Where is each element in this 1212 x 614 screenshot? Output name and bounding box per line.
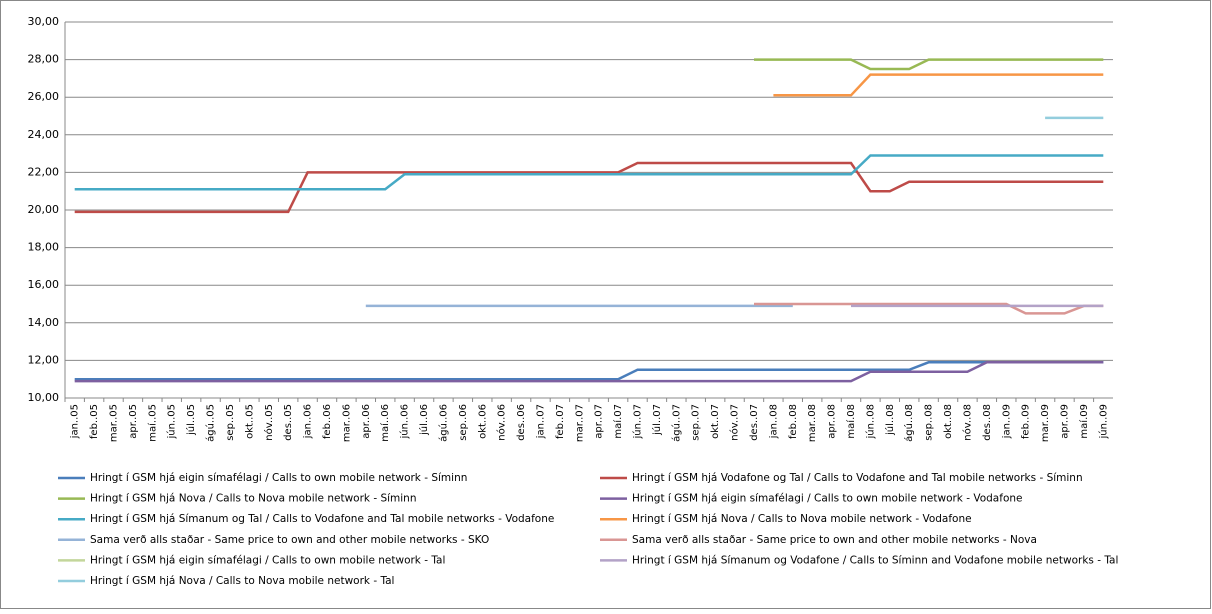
x-tick-label: maí.09	[1078, 404, 1090, 439]
x-tick-label: apr..07	[594, 404, 605, 439]
legend-label: Hringt í GSM hjá Nova / Calls to Nova mo…	[90, 493, 416, 505]
x-tick-label: apr..05	[128, 404, 139, 439]
legend-label: Sama verð alls staðar - Same price to ow…	[90, 534, 489, 546]
y-tick-label: 14,00	[28, 316, 60, 329]
y-tick-label: 10,00	[28, 391, 60, 404]
x-tick-label: maí.08	[845, 404, 857, 439]
x-tick-label: nóv..05	[263, 404, 275, 441]
y-tick-label: 24,00	[28, 128, 60, 141]
y-tick-label: 26,00	[28, 90, 60, 103]
x-tick-label: apr..08	[827, 404, 838, 439]
x-tick-label: sep..06	[458, 404, 469, 441]
x-tick-label: jún..06	[399, 404, 411, 440]
x-tick-label: feb..05	[89, 404, 100, 439]
x-tick-label: mar..05	[109, 404, 120, 442]
y-tick-label: 28,00	[28, 53, 60, 66]
x-tick-label: des..05	[283, 404, 294, 441]
legend-label: Hringt í GSM hjá Nova / Calls to Nova mo…	[632, 513, 972, 525]
legend-label: Hringt í GSM hjá Nova / Calls to Nova mo…	[90, 575, 394, 587]
x-tick-label: okt..05	[244, 404, 255, 439]
series-line	[754, 58, 1104, 71]
y-tick-label: 20,00	[28, 203, 60, 216]
x-tick-label: jún..08	[864, 404, 876, 440]
series-line	[74, 161, 1104, 214]
x-tick-label: jan..09	[1001, 404, 1012, 439]
x-tick-label: feb..08	[788, 404, 799, 439]
x-tick-label: feb..06	[322, 404, 333, 439]
x-tick-label: des..07	[749, 404, 760, 441]
x-tick-label: mar..07	[574, 404, 585, 442]
x-tick-label: jan..08	[768, 404, 779, 439]
series-line	[754, 302, 1104, 315]
x-tick-label: jan..07	[535, 404, 546, 439]
y-tick-label: 30,00	[28, 15, 60, 28]
legend-label: Hringt í GSM hjá eigin símafélagi / Call…	[90, 472, 467, 484]
x-tick-label: mar..06	[341, 404, 352, 442]
x-tick-label: maí..05	[146, 404, 158, 442]
series-line	[773, 73, 1104, 97]
y-tick-label: 16,00	[28, 278, 60, 291]
x-tick-label: jún..09	[1097, 404, 1109, 440]
x-tick-label: maí..06	[379, 404, 391, 442]
x-tick-label: jún..05	[166, 404, 178, 440]
x-tick-label: jan..05	[70, 404, 81, 439]
x-tick-label: júl..08	[884, 404, 896, 436]
x-tick-label: mar..08	[807, 404, 818, 442]
x-tick-label: júl..06	[418, 404, 430, 436]
series-line	[74, 361, 1104, 381]
series-line	[74, 361, 1104, 383]
series-line	[74, 154, 1104, 191]
legend-label: Hringt í GSM hjá eigin símafélagi / Call…	[632, 493, 1022, 505]
x-tick-label: des..08	[982, 404, 993, 441]
x-tick-label: des..06	[516, 404, 527, 441]
legend-label: Hringt í GSM hjá Símanum og Tal / Calls …	[90, 513, 554, 525]
x-tick-label: jún..07	[632, 404, 644, 440]
x-tick-label: nóv..07	[729, 404, 741, 441]
x-tick-label: okt..07	[710, 404, 721, 439]
x-tick-label: maí.07	[612, 404, 624, 439]
x-tick-label: feb..07	[555, 404, 566, 439]
y-tick-label: 18,00	[28, 241, 60, 254]
x-tick-label: júl..05	[185, 404, 197, 436]
x-tick-label: ágú..06	[437, 404, 449, 442]
x-tick-label: mar..09	[1040, 404, 1051, 442]
x-tick-label: sep..08	[924, 404, 935, 441]
x-tick-label: júl..07	[651, 404, 663, 436]
x-tick-label: nóv..06	[496, 404, 508, 441]
y-tick-label: 12,00	[28, 353, 60, 366]
y-tick-label: 22,00	[28, 165, 60, 178]
x-tick-label: ágú..05	[205, 404, 217, 442]
x-tick-label: jan..06	[303, 404, 314, 439]
legend-label: Sama verð alls staðar - Same price to ow…	[632, 534, 1037, 546]
x-tick-label: okt..06	[477, 404, 488, 439]
x-tick-label: apr..09	[1059, 404, 1070, 439]
x-tick-label: apr..06	[361, 404, 372, 439]
x-tick-label: ágú..08	[903, 404, 915, 442]
x-tick-label: sep..05	[225, 404, 236, 441]
x-tick-label: okt..08	[943, 404, 954, 439]
legend-label: Hringt í GSM hjá Vodafone og Tal / Calls…	[632, 472, 1083, 484]
x-tick-label: sep..07	[691, 404, 702, 441]
x-tick-label: nóv..08	[961, 404, 973, 441]
legend-label: Hringt í GSM hjá eigin símafélagi / Call…	[90, 554, 445, 566]
x-tick-label: ágú..07	[670, 404, 682, 442]
legend-label: Hringt í GSM hjá Símanum og Vodafone / C…	[632, 554, 1118, 566]
x-tick-label: feb..09	[1021, 404, 1032, 439]
